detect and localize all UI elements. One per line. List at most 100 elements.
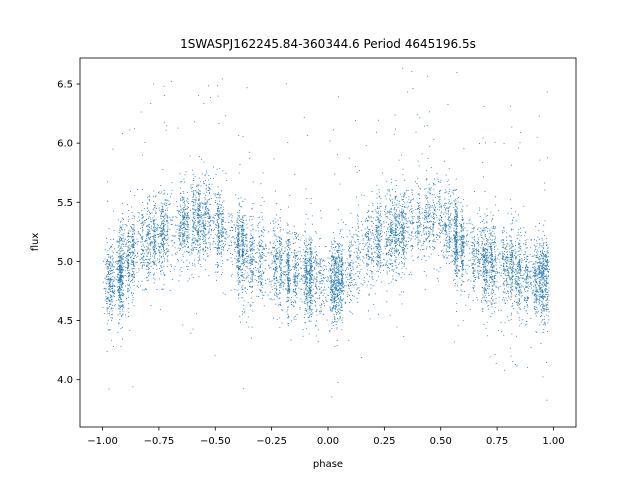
scatter-point bbox=[119, 241, 120, 243]
scatter-point bbox=[448, 207, 450, 208]
scatter-point bbox=[340, 278, 342, 280]
scatter-point bbox=[309, 309, 311, 311]
scatter-point bbox=[539, 277, 540, 279]
scatter-point bbox=[502, 245, 504, 247]
scatter-point bbox=[483, 229, 485, 231]
scatter-point bbox=[501, 247, 503, 249]
scatter-point bbox=[258, 271, 260, 272]
scatter-point bbox=[352, 295, 353, 297]
scatter-point bbox=[460, 256, 462, 258]
scatter-point bbox=[202, 206, 204, 208]
scatter-point bbox=[400, 230, 402, 232]
scatter-point bbox=[242, 261, 244, 262]
scatter-point bbox=[401, 242, 402, 244]
scatter-point bbox=[335, 307, 337, 309]
scatter-point bbox=[242, 240, 244, 242]
scatter-point bbox=[142, 230, 144, 232]
scatter-point bbox=[250, 277, 252, 279]
scatter-point bbox=[519, 269, 521, 271]
scatter-point bbox=[182, 243, 184, 245]
scatter-point bbox=[119, 255, 121, 257]
scatter-point bbox=[478, 262, 480, 264]
scatter-point bbox=[507, 316, 509, 318]
scatter-point bbox=[494, 242, 496, 244]
scatter-point bbox=[452, 255, 454, 257]
scatter-point bbox=[257, 217, 259, 219]
scatter-point bbox=[249, 215, 251, 217]
scatter-point bbox=[389, 218, 391, 220]
scatter-point bbox=[279, 269, 281, 271]
scatter-point bbox=[163, 260, 165, 262]
scatter-point bbox=[314, 301, 316, 302]
scatter-point bbox=[235, 262, 237, 264]
scatter-point bbox=[366, 253, 368, 255]
scatter-point bbox=[424, 214, 426, 216]
scatter-point bbox=[145, 259, 147, 261]
scatter-point bbox=[534, 298, 536, 300]
scatter-point bbox=[542, 231, 544, 233]
scatter-point bbox=[295, 280, 296, 282]
scatter-point bbox=[238, 227, 240, 229]
scatter-point bbox=[186, 223, 188, 225]
scatter-point bbox=[142, 264, 144, 266]
scatter-point bbox=[518, 276, 519, 278]
scatter-point bbox=[539, 283, 541, 285]
scatter-point bbox=[171, 254, 173, 256]
scatter-point bbox=[423, 249, 425, 250]
scatter-point bbox=[355, 273, 357, 275]
scatter-point bbox=[102, 307, 104, 309]
scatter-point bbox=[242, 230, 244, 231]
scatter-point bbox=[541, 297, 543, 299]
scatter-point bbox=[449, 250, 450, 252]
scatter-point bbox=[263, 255, 265, 257]
scatter-point bbox=[538, 274, 540, 276]
scatter-point bbox=[108, 267, 110, 269]
scatter-point bbox=[240, 240, 242, 242]
scatter-point bbox=[288, 268, 290, 270]
scatter-point bbox=[478, 270, 480, 272]
scatter-point bbox=[161, 243, 163, 245]
scatter-point bbox=[401, 231, 403, 233]
scatter-point bbox=[274, 278, 275, 280]
scatter-point bbox=[545, 254, 547, 256]
scatter-point bbox=[203, 181, 204, 182]
scatter-point bbox=[538, 285, 540, 287]
scatter-point bbox=[192, 262, 194, 264]
scatter-point bbox=[182, 222, 184, 224]
scatter-point bbox=[536, 312, 538, 314]
scatter-point bbox=[539, 258, 541, 260]
scatter-point bbox=[149, 244, 151, 246]
scatter-point bbox=[482, 250, 484, 252]
scatter-point bbox=[246, 233, 248, 235]
scatter-point bbox=[118, 255, 120, 257]
scatter-point bbox=[110, 294, 112, 296]
scatter-point bbox=[187, 280, 189, 282]
scatter-point bbox=[370, 238, 372, 240]
scatter-point bbox=[305, 281, 307, 283]
scatter-point bbox=[536, 274, 537, 276]
scatter-point bbox=[459, 239, 461, 241]
scatter-point bbox=[182, 247, 184, 249]
scatter-point bbox=[276, 257, 278, 259]
scatter-point bbox=[460, 250, 462, 252]
scatter-point bbox=[525, 321, 527, 323]
scatter-point bbox=[172, 279, 174, 280]
scatter-point bbox=[541, 291, 543, 293]
scatter-point bbox=[506, 245, 507, 247]
scatter-point bbox=[280, 242, 282, 244]
scatter-point bbox=[199, 224, 201, 226]
scatter-point bbox=[198, 234, 200, 236]
scatter-point bbox=[519, 308, 521, 310]
scatter-point bbox=[350, 290, 352, 292]
scatter-point bbox=[454, 251, 456, 253]
scatter-point bbox=[349, 233, 351, 235]
scatter-point bbox=[430, 253, 432, 255]
scatter-point bbox=[546, 399, 548, 401]
scatter-point bbox=[200, 266, 202, 268]
scatter-point bbox=[305, 266, 307, 268]
scatter-point bbox=[482, 256, 484, 258]
scatter-point bbox=[222, 213, 224, 215]
scatter-point bbox=[126, 225, 128, 227]
scatter-point bbox=[495, 262, 497, 264]
scatter-point bbox=[123, 241, 125, 243]
